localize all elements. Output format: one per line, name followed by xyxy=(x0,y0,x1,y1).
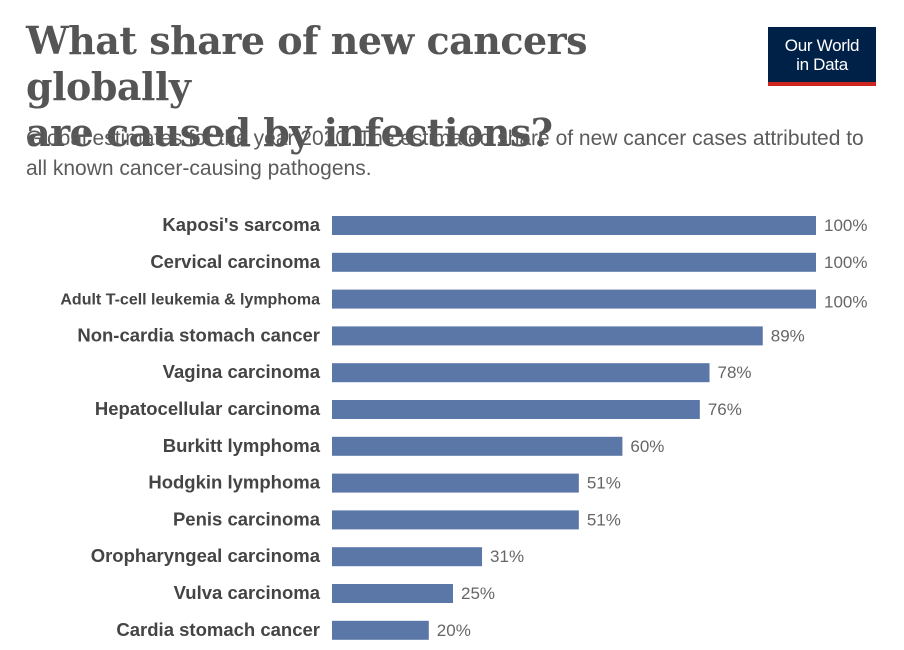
value-label: 60% xyxy=(630,437,664,456)
bar[interactable] xyxy=(332,620,429,640)
value-label: 51% xyxy=(587,510,621,529)
value-label: 78% xyxy=(718,363,752,382)
category-label: Burkitt lymphoma xyxy=(163,435,321,456)
bar[interactable] xyxy=(332,363,710,383)
chart-title: What share of new cancers globally are c… xyxy=(26,18,746,156)
category-label: Non-cardia stomach cancer xyxy=(77,324,320,345)
value-label: 31% xyxy=(490,547,524,566)
category-label: Vulva carcinoma xyxy=(174,582,321,603)
category-label: Vagina carcinoma xyxy=(163,361,321,382)
category-label: Hepatocellular carcinoma xyxy=(95,398,321,419)
bar[interactable] xyxy=(332,289,816,309)
bar[interactable] xyxy=(332,216,816,235)
value-label: 100% xyxy=(824,293,867,312)
bar[interactable] xyxy=(332,547,483,567)
category-label: Kaposi's sarcoma xyxy=(162,214,320,235)
category-label: Cardia stomach cancer xyxy=(116,619,320,640)
bar[interactable] xyxy=(332,473,579,493)
category-label: Adult T-cell leukemia & lymphoma xyxy=(60,292,320,309)
bar[interactable] xyxy=(332,510,579,530)
chart-subtitle: Global estimates for the year 2020. The … xyxy=(26,127,864,180)
value-label: 25% xyxy=(461,584,495,603)
value-label: 89% xyxy=(771,326,805,345)
category-label: Oropharyngeal carcinoma xyxy=(91,545,321,566)
category-label: Penis carcinoma xyxy=(173,508,321,529)
owid-logo[interactable]: Our World in Data xyxy=(768,27,876,86)
bar[interactable] xyxy=(332,400,700,419)
value-label: 100% xyxy=(824,253,867,272)
bar[interactable] xyxy=(332,584,453,603)
title-line-2: are caused by infections? xyxy=(26,110,553,155)
category-label: Cervical carcinoma xyxy=(150,251,320,272)
logo-text-line-1: Our World xyxy=(784,35,860,55)
value-label: 100% xyxy=(824,216,867,235)
category-label: Hodgkin lymphoma xyxy=(148,472,320,493)
bar[interactable] xyxy=(332,326,763,346)
logo-text-line-2: in Data xyxy=(796,54,848,74)
value-label: 51% xyxy=(587,474,621,493)
value-label: 20% xyxy=(437,621,471,640)
bar[interactable] xyxy=(332,252,816,272)
value-label: 76% xyxy=(708,400,742,419)
bar[interactable] xyxy=(332,436,623,456)
title-line-1: What share of new cancers globally xyxy=(26,18,588,109)
